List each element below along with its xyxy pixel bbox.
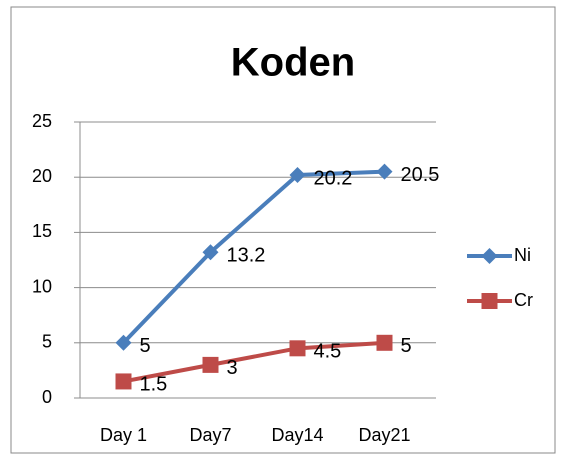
chart-border (10, 6, 556, 454)
y-tick-label: 5 (42, 332, 52, 352)
data-label: 13.2 (227, 245, 266, 267)
legend-marker (481, 293, 498, 309)
series-line (123, 340, 385, 384)
y-tick-label: 20 (32, 166, 52, 186)
legend-label: Ni (514, 245, 531, 265)
legend-label: Cr (514, 290, 533, 310)
data-point (376, 163, 393, 180)
data-label: 20.5 (401, 164, 440, 186)
x-tick-label: Day7 (189, 425, 231, 445)
legend-marker (481, 248, 498, 264)
series-line (122, 169, 385, 345)
y-tick-label: 10 (32, 276, 52, 296)
x-tick-label: Day14 (271, 425, 323, 445)
data-label: 5 (401, 335, 412, 357)
x-tick-label: Day21 (358, 425, 410, 445)
y-tick-label: 25 (32, 111, 52, 131)
data-point (202, 356, 219, 373)
data-point (289, 340, 306, 357)
y-tick-label: 0 (42, 387, 52, 407)
data-label: 4.5 (314, 341, 342, 363)
x-tick-label: Day 1 (100, 425, 147, 445)
data-point (115, 373, 132, 390)
data-label: 1.5 (140, 374, 168, 396)
chart-title: Koden (231, 41, 355, 85)
data-label: 5 (140, 335, 151, 357)
data-point (202, 244, 219, 261)
data-point (289, 166, 306, 183)
data-point (115, 334, 132, 351)
data-point (376, 334, 393, 351)
data-label: 20.2 (314, 167, 353, 189)
y-tick-label: 15 (32, 221, 52, 241)
data-label: 3 (227, 357, 238, 379)
